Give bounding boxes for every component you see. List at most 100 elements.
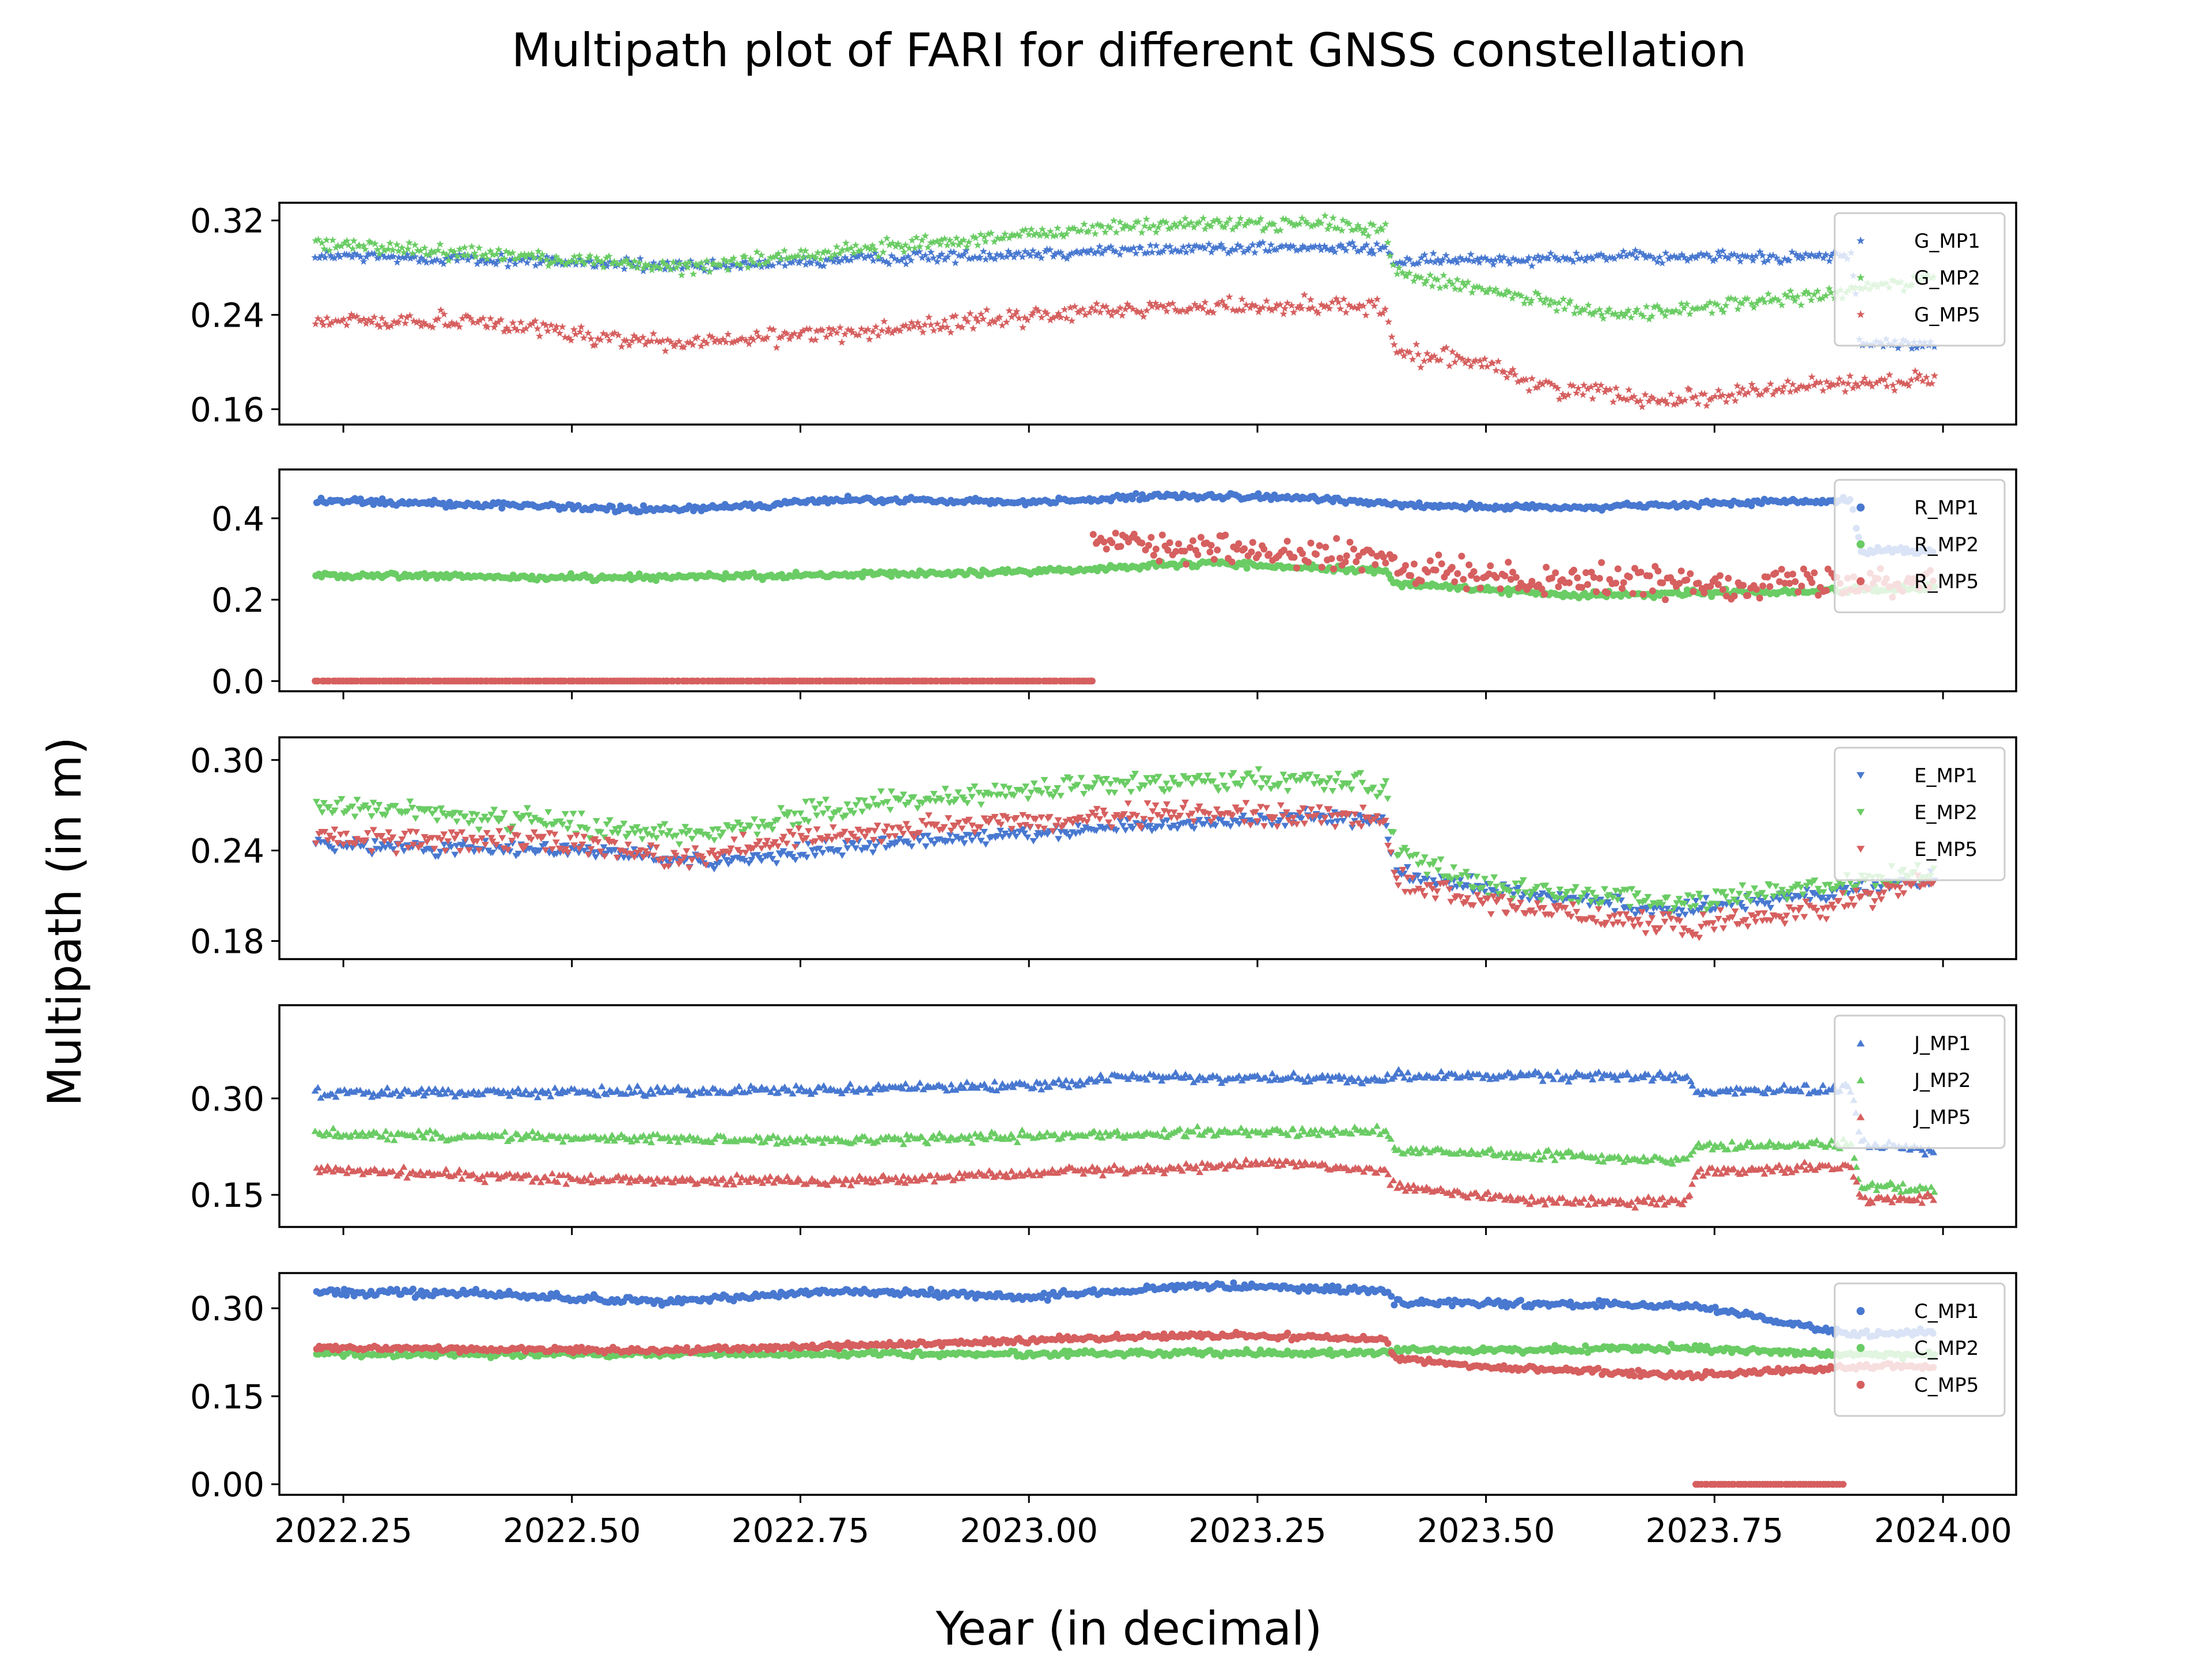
data-point	[1653, 257, 1661, 266]
data-point	[1738, 904, 1746, 911]
data-point	[1339, 817, 1347, 824]
data-point	[1157, 301, 1165, 309]
data-point	[1772, 253, 1781, 262]
data-point	[817, 255, 825, 263]
data-point	[1589, 255, 1597, 263]
data-point	[883, 823, 891, 830]
data-point	[1138, 539, 1146, 547]
data-point	[1562, 255, 1570, 263]
data-point	[490, 806, 498, 813]
data-point	[713, 336, 721, 344]
data-point	[1279, 309, 1287, 317]
data-point	[594, 335, 602, 342]
data-point	[1159, 217, 1167, 225]
data-point	[497, 255, 506, 263]
data-point	[663, 832, 671, 839]
data-point	[719, 830, 727, 836]
data-point	[1418, 859, 1426, 866]
data-point	[487, 257, 495, 265]
data-point	[1764, 256, 1772, 264]
data-point	[1587, 382, 1595, 391]
data-point	[1789, 570, 1797, 578]
data-point	[904, 825, 912, 832]
data-point	[401, 319, 410, 327]
legend-marker	[1856, 236, 1865, 245]
data-point	[1587, 899, 1595, 906]
data-point	[995, 313, 1004, 321]
data-point	[451, 851, 459, 858]
data-point	[1766, 251, 1774, 259]
data-point	[741, 850, 749, 857]
data-point	[1552, 569, 1559, 577]
data-point	[963, 243, 971, 251]
data-point	[882, 844, 890, 851]
data-point	[1745, 891, 1753, 897]
data-point	[334, 241, 342, 249]
data-point	[791, 252, 799, 260]
data-point	[430, 846, 438, 853]
data-point	[1121, 305, 1130, 313]
data-point	[384, 323, 392, 331]
data-point	[1207, 248, 1215, 256]
data-point	[1533, 884, 1541, 891]
y-tick-label: 0.32	[190, 202, 264, 241]
data-point	[706, 331, 714, 339]
data-point	[1772, 569, 1779, 577]
data-point	[730, 836, 738, 843]
data-point	[469, 817, 477, 824]
data-point	[1373, 295, 1381, 303]
data-point	[1159, 247, 1168, 255]
data-point	[958, 835, 966, 842]
data-point	[858, 808, 866, 815]
data-point	[843, 256, 851, 264]
data-point	[311, 253, 319, 261]
data-point	[659, 856, 667, 863]
data-point	[1647, 393, 1656, 401]
data-point	[893, 256, 902, 264]
data-point	[829, 325, 838, 333]
data-point	[417, 321, 425, 329]
data-point	[948, 838, 956, 845]
data-point	[1707, 583, 1714, 590]
data-point	[442, 503, 450, 511]
data-point	[1639, 312, 1647, 320]
data-point	[611, 262, 619, 270]
data-point	[1350, 243, 1358, 251]
data-point	[1200, 821, 1209, 828]
data-point	[637, 508, 644, 516]
data-point	[1555, 299, 1563, 306]
data-point	[1433, 275, 1442, 283]
data-point	[666, 856, 674, 863]
data-point	[1089, 677, 1096, 685]
data-point	[1139, 312, 1147, 320]
data-point	[870, 828, 878, 835]
data-point	[941, 255, 949, 263]
data-point	[1103, 546, 1110, 553]
data-point	[613, 259, 622, 267]
data-point	[1658, 259, 1666, 267]
data-point	[1469, 885, 1478, 892]
data-point	[749, 845, 757, 852]
data-point	[475, 847, 483, 854]
data-point	[961, 314, 969, 322]
data-point	[368, 318, 376, 326]
data-point	[1800, 382, 1808, 391]
data-point	[1927, 379, 1936, 387]
data-point	[914, 805, 922, 812]
data-point	[1541, 882, 1550, 889]
data-point	[576, 328, 584, 336]
data-point	[1368, 245, 1376, 253]
data-point	[653, 835, 661, 842]
data-point	[921, 251, 930, 259]
data-point	[1112, 228, 1120, 236]
data-point	[957, 252, 966, 260]
data-point	[1024, 834, 1032, 841]
data-point	[1691, 903, 1699, 910]
data-point	[741, 826, 749, 833]
data-point	[1122, 827, 1130, 834]
data-point	[1183, 307, 1191, 315]
data-point	[685, 502, 693, 510]
data-point	[536, 847, 544, 854]
data-point	[1385, 249, 1393, 257]
